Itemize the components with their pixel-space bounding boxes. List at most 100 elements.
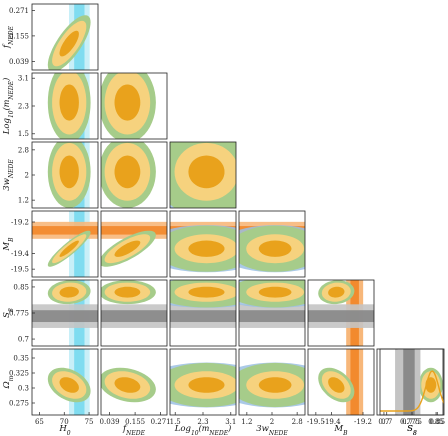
panel-frame <box>169 141 237 209</box>
panel-log10m-vs-MB <box>169 210 237 278</box>
contour-orange-1sigma <box>188 240 225 257</box>
band-MB-1sigma <box>101 226 167 235</box>
y-tick-label-log10m: 2.3 <box>18 102 29 110</box>
x-tick-label-H0: 70 <box>60 418 69 426</box>
x-tick-label-S8: 0.775 <box>400 418 420 426</box>
axis-label-3wNEDE: 3wNEDE <box>2 159 15 191</box>
y-tick-label-S8: 0.85 <box>13 283 29 291</box>
panel-H0-vs-MB: -19.5 -19.4 -19.2 <box>11 210 99 278</box>
y-tick-label-S8: 0.775 <box>9 309 29 317</box>
contour-orange-1sigma <box>114 377 141 393</box>
contour-orange-1sigma <box>188 155 225 189</box>
panel-frame <box>31 348 99 416</box>
panel-3wNEDE-vs-S8 <box>238 279 306 347</box>
panel-frame <box>238 279 306 347</box>
x-tick-label-MB: -19.4 <box>323 418 341 426</box>
contour-orange-1sigma <box>59 30 79 57</box>
band-S8-1sigma <box>170 310 236 323</box>
band-S8-1sigma <box>101 310 167 323</box>
axis-label-S8: S8 <box>407 424 417 436</box>
axis-label-log10m: Log10(mNEDE) <box>2 78 15 136</box>
x-tick-label-log10m: 2.3 <box>197 418 208 426</box>
panel-frame <box>169 210 237 278</box>
y-tick-label-MB: -19.5 <box>11 266 29 274</box>
panel-H0-vs-Omegam: 0.275 0.3 0.325 0.35 65 70 75 <box>9 348 99 426</box>
contour-orange-1sigma <box>258 377 292 393</box>
y-tick-label-3wNEDE: 1.2 <box>18 197 29 205</box>
y-tick-label-log10m: 1.5 <box>18 130 29 138</box>
panel-log10m-vs-S8 <box>169 279 237 347</box>
x-tick-label-S8: 0.85 <box>429 418 445 426</box>
panel-frame <box>31 3 99 71</box>
contour-orange-1sigma <box>59 84 79 121</box>
x-tick-label-S8: 0.85 <box>428 418 444 426</box>
y-tick-label-Omegam: 0.3 <box>18 384 29 392</box>
panel-fNEDE-vs-log10m <box>100 72 168 140</box>
panel-log10m-vs-3wNEDE <box>169 141 237 209</box>
x-tick-label-MB: -19.5 <box>307 418 325 426</box>
band-S8-1sigma <box>308 310 374 323</box>
band-S8-1sigma <box>239 310 305 323</box>
x-tick-label-H0: 75 <box>85 418 94 426</box>
panel-H0-vs-log10m: 1.5 2.3 3.1 <box>18 72 99 140</box>
y-tick-label-log10m: 3.1 <box>18 75 29 83</box>
axis-label-Omegam: Ωm <box>2 375 15 389</box>
y-tick-label-fNEDE: 0.271 <box>9 7 29 15</box>
x-tick-label-3wNEDE: 2 <box>270 418 274 426</box>
y-tick-label-fNEDE: 0.039 <box>9 58 29 66</box>
panel-3wNEDE-vs-MB <box>238 210 306 278</box>
panel-frame <box>100 279 168 347</box>
y-tick-label-Omegam: 0.35 <box>13 354 29 362</box>
panel-frame <box>100 210 168 278</box>
y-tick-label-3wNEDE: 2.8 <box>18 146 29 154</box>
band-S8-1sigma <box>403 349 415 415</box>
contour-orange-1sigma <box>258 286 292 298</box>
contour-orange-1sigma <box>59 155 79 189</box>
panel-frame <box>100 348 168 416</box>
x-tick-label-H0: 65 <box>35 418 44 426</box>
axis-label-MB: MB <box>333 424 348 436</box>
axis-label-fNEDE: fNEDE <box>2 25 15 49</box>
axis-label-S8: S8 <box>2 308 15 318</box>
y-tick-label-MB: -19.2 <box>11 218 29 226</box>
contour-orange-1sigma <box>114 155 141 189</box>
panel-fNEDE-vs-MB <box>100 210 168 278</box>
band-MB-1sigma <box>350 349 359 415</box>
panel-frame <box>169 279 237 347</box>
x-tick-label-log10m: 1.5 <box>170 418 181 426</box>
y-tick-label-MB: -19.4 <box>11 250 29 258</box>
panel-frame <box>31 210 99 278</box>
x-tick-label-S8: 0.7 <box>378 418 389 426</box>
panel-H0-vs-3wNEDE: 1.2 2 2.8 <box>18 141 99 209</box>
x-tick-label-3wNEDE: 2.8 <box>292 418 303 426</box>
axis-label-H0: H0 <box>58 424 70 436</box>
panel-3wNEDE-vs-Omegam: 1.2 2 2.8 <box>238 348 306 426</box>
contour-orange-1sigma <box>59 286 79 298</box>
contour-orange-1sigma <box>425 377 437 393</box>
contour-orange-1sigma <box>114 240 141 257</box>
panel-log10m-vs-Omegam: 1.5 2.3 3.1 <box>169 348 237 426</box>
panel-frame <box>100 72 168 140</box>
axis-label-S8: S8 <box>407 424 417 436</box>
axis-label-MB: MB <box>2 237 15 252</box>
contour-orange-1sigma <box>258 240 292 257</box>
panel-MB-vs-Omegam: -19.5-19.4 -19.2 <box>307 348 375 426</box>
panel-frame <box>307 279 375 347</box>
y-tick-label-fNEDE: 0.155 <box>9 32 29 40</box>
panel-H0-vs-S8: 0.7 0.775 0.85 <box>9 279 99 347</box>
x-tick-label-MB: -19.2 <box>354 418 372 426</box>
contour-orange-1sigma <box>114 286 141 298</box>
x-tick-label-fNEDE: 0.271 <box>151 418 171 426</box>
contour-orange-1sigma <box>328 377 345 393</box>
x-tick-label-fNEDE: 0.039 <box>100 418 120 426</box>
panel-S8-marginal: 0.7 0.775 0.85 <box>379 348 445 426</box>
y-tick-label-Omegam: 0.325 <box>9 369 29 377</box>
panel-H0-vs-fNEDE: 0.039 0.155 0.271 <box>9 3 99 71</box>
panel-MB-vs-S8 <box>307 279 375 347</box>
x-tick-label-S8: 0.775 <box>402 418 422 426</box>
axis-label-fNEDE: fNEDE <box>122 424 146 436</box>
contour-orange-1sigma <box>114 84 141 121</box>
axis-label-3wNEDE: 3wNEDE <box>256 424 288 436</box>
y-tick-label-Omegam: 0.275 <box>9 399 29 407</box>
